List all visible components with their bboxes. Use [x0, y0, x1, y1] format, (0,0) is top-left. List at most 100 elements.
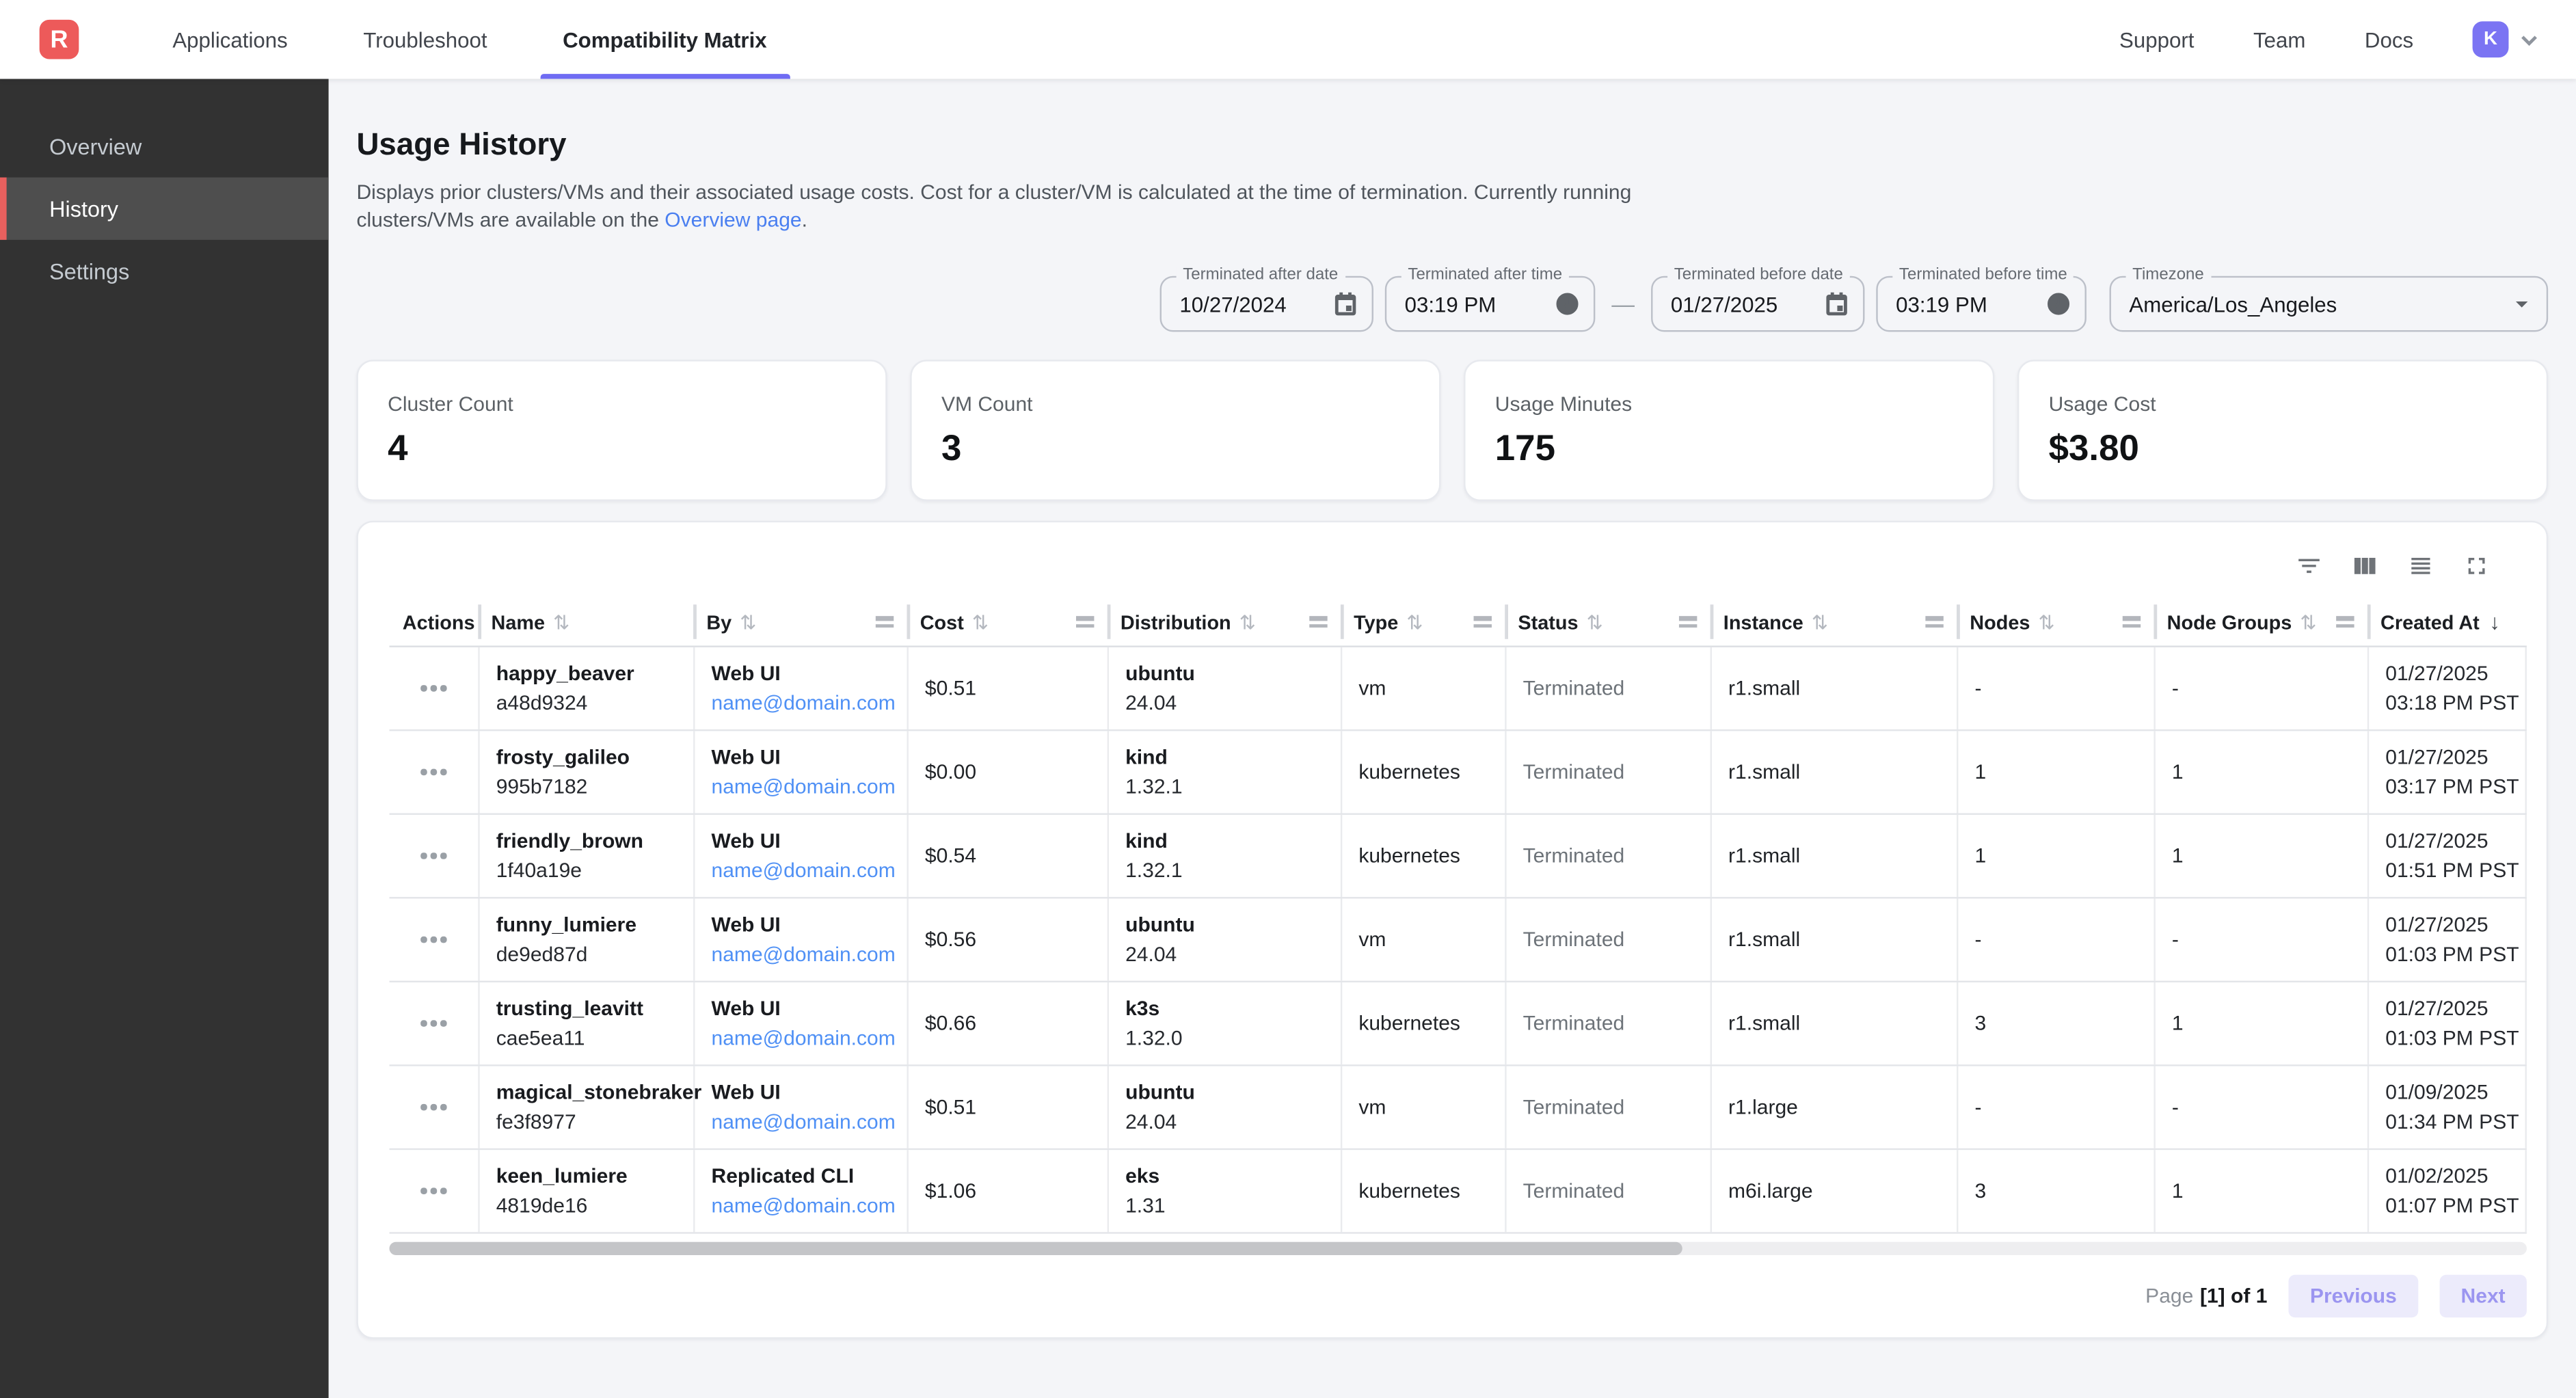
- overview-page-link[interactable]: Overview page: [665, 209, 802, 232]
- cell-created-at: 01/09/2025 01:34 PM PST: [2367, 1066, 2527, 1148]
- by-email-link[interactable]: name@domain.com: [711, 1025, 896, 1049]
- column-header-instance[interactable]: Instance ⇅: [1710, 598, 1957, 646]
- cluster-id: cae5ea11: [496, 1025, 585, 1049]
- clock-icon[interactable]: [2045, 291, 2071, 317]
- instance-value: r1.small: [1728, 844, 1801, 868]
- column-menu-icon[interactable]: [1678, 616, 1698, 628]
- column-menu-icon[interactable]: [1076, 616, 1095, 628]
- terminated-before-date-field[interactable]: Terminated before date 01/27/2025: [1651, 266, 1865, 332]
- cell-type: vm: [1340, 898, 1505, 981]
- row-actions-button[interactable]: [390, 898, 479, 980]
- density-icon[interactable]: [2406, 551, 2434, 579]
- column-menu-icon[interactable]: [2336, 616, 2354, 628]
- table-row: happy_beaver a48d9324 Web UI name@domain…: [389, 647, 2527, 731]
- sort-icon[interactable]: ⇅: [1586, 610, 1603, 634]
- column-header-created-at[interactable]: Created At ↓: [2367, 598, 2527, 646]
- clock-icon[interactable]: [1554, 291, 1580, 317]
- sort-icon[interactable]: ⇅: [1406, 610, 1423, 634]
- fullscreen-icon[interactable]: [2463, 551, 2491, 579]
- nav-link-support[interactable]: Support: [2119, 27, 2195, 52]
- sidebar-item-history[interactable]: History: [0, 177, 329, 240]
- row-actions-button[interactable]: [390, 1150, 479, 1232]
- nav-link-docs[interactable]: Docs: [2364, 27, 2414, 52]
- cost-value: $0.51: [924, 677, 977, 700]
- sort-icon[interactable]: ⇅: [740, 610, 757, 634]
- next-page-button[interactable]: Next: [2439, 1274, 2527, 1318]
- description-text: Displays prior clusters/VMs and their as…: [356, 180, 1632, 232]
- instance-value: r1.small: [1728, 1012, 1801, 1035]
- horizontal-scrollbar-thumb[interactable]: [389, 1241, 1682, 1255]
- sort-icon[interactable]: ⇅: [2300, 610, 2317, 634]
- cell-created-at: 01/27/2025 01:03 PM PST: [2367, 898, 2527, 981]
- cluster-name: happy_beaver: [496, 661, 634, 684]
- by-email-link[interactable]: name@domain.com: [711, 775, 896, 798]
- column-menu-icon[interactable]: [2122, 616, 2141, 628]
- sort-icon[interactable]: ⇅: [1811, 610, 1829, 634]
- column-header-nodes[interactable]: Nodes ⇅: [1957, 598, 2154, 646]
- node-groups-value: 1: [2171, 760, 2184, 784]
- cell-cost: $0.51: [907, 647, 1107, 729]
- cluster-name: trusting_leavitt: [496, 996, 644, 1020]
- ellipsis-icon: [420, 769, 447, 775]
- previous-page-button[interactable]: Previous: [2288, 1274, 2419, 1318]
- field-label: Terminated after time: [1401, 266, 1569, 284]
- sort-icon[interactable]: ⇅: [2038, 610, 2055, 634]
- distribution-version: 1.32.1: [1125, 775, 1183, 798]
- column-menu-icon[interactable]: [1309, 616, 1328, 628]
- stat-value: 4: [388, 427, 408, 468]
- calendar-icon[interactable]: [1823, 291, 1849, 317]
- cell-cost: $0.66: [907, 982, 1107, 1065]
- sort-desc-icon[interactable]: ↓: [2489, 609, 2500, 634]
- by-email-link[interactable]: name@domain.com: [711, 1110, 896, 1133]
- column-header-name[interactable]: Name ⇅: [478, 598, 693, 646]
- column-header-status[interactable]: Status ⇅: [1505, 598, 1710, 646]
- cell-created-at: 01/27/2025 03:17 PM PST: [2367, 731, 2527, 814]
- sidebar-item-overview[interactable]: Overview: [49, 133, 142, 159]
- stat-label: Usage Cost: [2048, 392, 2156, 416]
- by-email-link[interactable]: name@domain.com: [711, 690, 896, 714]
- row-actions-button[interactable]: [390, 647, 479, 729]
- row-actions-button[interactable]: [390, 815, 479, 897]
- column-header-node-groups[interactable]: Node Groups ⇅: [2154, 598, 2367, 646]
- instance-value: m6i.large: [1728, 1179, 1813, 1203]
- column-header-cost[interactable]: Cost ⇅: [907, 598, 1107, 646]
- by-email-link[interactable]: name@domain.com: [711, 1193, 896, 1217]
- cell-distribution: ubuntu 24.04: [1107, 1066, 1341, 1148]
- column-header-distribution[interactable]: Distribution ⇅: [1107, 598, 1341, 646]
- terminated-after-time-field[interactable]: Terminated after time 03:19 PM: [1384, 266, 1596, 332]
- filter-icon[interactable]: [2295, 551, 2323, 579]
- calendar-icon[interactable]: [1332, 291, 1358, 317]
- table-row: funny_lumiere de9ed87d Web UI name@domai…: [389, 898, 2527, 983]
- column-header-type[interactable]: Type ⇅: [1340, 598, 1505, 646]
- tab-troubleshoot[interactable]: Troubleshoot: [363, 27, 487, 52]
- nav-link-team[interactable]: Team: [2253, 27, 2306, 52]
- row-actions-button[interactable]: [390, 1066, 479, 1148]
- account-menu-button[interactable]: K: [2472, 21, 2540, 58]
- sort-icon[interactable]: ⇅: [971, 610, 989, 634]
- by-email-link[interactable]: name@domain.com: [711, 942, 896, 965]
- by-email-link[interactable]: name@domain.com: [711, 858, 896, 882]
- sidebar-item-settings[interactable]: Settings: [49, 258, 130, 284]
- sort-icon[interactable]: ⇅: [1239, 610, 1256, 634]
- column-header-by[interactable]: By ⇅: [693, 598, 907, 646]
- column-menu-icon[interactable]: [1925, 616, 1944, 628]
- tab-applications[interactable]: Applications: [172, 27, 288, 52]
- horizontal-scrollbar-track[interactable]: [389, 1241, 2527, 1255]
- row-actions-button[interactable]: [390, 731, 479, 813]
- row-actions-button[interactable]: [390, 982, 479, 1064]
- tab-compatibility-matrix[interactable]: Compatibility Matrix: [539, 0, 790, 79]
- sort-icon[interactable]: ⇅: [553, 610, 570, 634]
- cluster-name: friendly_brown: [496, 829, 644, 852]
- timezone-select[interactable]: Timezone America/Los_Angeles: [2109, 266, 2549, 332]
- columns-icon[interactable]: [2351, 551, 2379, 579]
- column-menu-icon[interactable]: [875, 616, 894, 628]
- nodes-value: 1: [1974, 844, 1987, 868]
- terminated-before-time-field[interactable]: Terminated before time 03:19 PM: [1876, 266, 2087, 332]
- by-source: Replicated CLI: [711, 1164, 855, 1187]
- cell-node-groups: -: [2154, 647, 2367, 729]
- created-date: 01/09/2025: [2385, 1080, 2488, 1103]
- replicated-logo[interactable]: R: [39, 19, 79, 59]
- column-menu-icon[interactable]: [1473, 616, 1492, 628]
- terminated-after-date-field[interactable]: Terminated after date 10/27/2024: [1159, 266, 1373, 332]
- cell-node-groups: -: [2154, 898, 2367, 981]
